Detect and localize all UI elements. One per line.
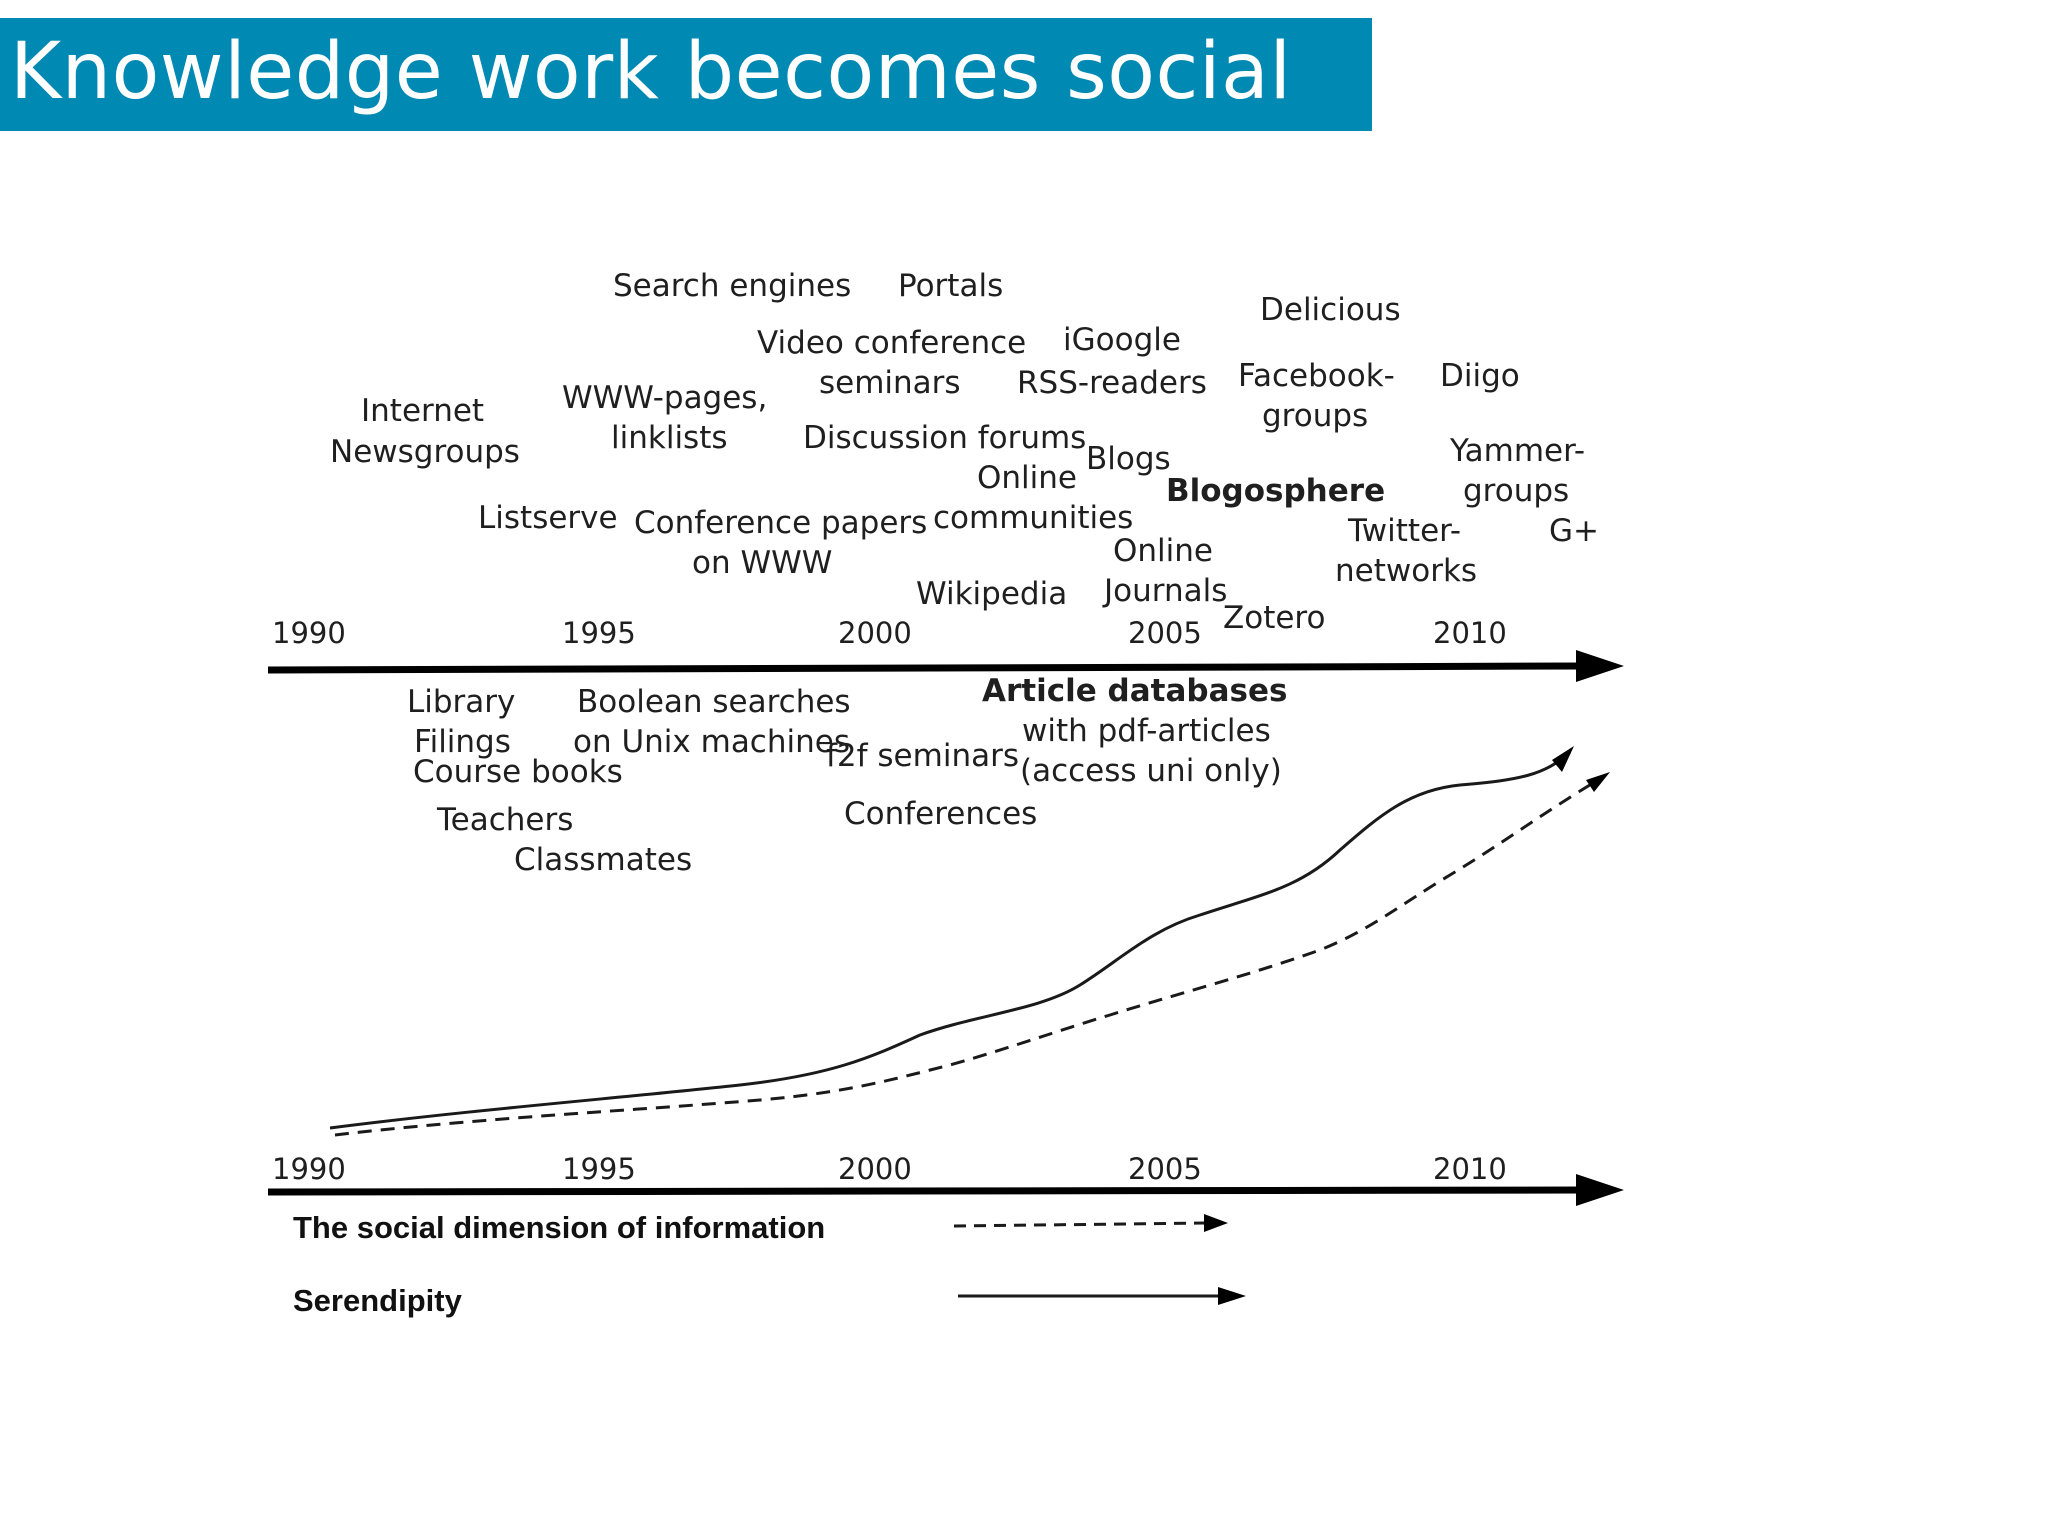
upper-timeline-arrowhead: [1576, 650, 1624, 682]
label-seminars: seminars: [819, 365, 961, 401]
label-f2f-seminars: f2f seminars: [826, 738, 1019, 774]
label-g-plus: G+: [1549, 513, 1599, 549]
label-online-communities-1: Online: [977, 460, 1077, 496]
label-rss-readers: RSS-readers: [1017, 365, 1207, 401]
label-boolean-searches-1: Boolean searches: [577, 684, 851, 720]
label-twitter-networks-2: networks: [1335, 553, 1477, 589]
label-delicious: Delicious: [1260, 292, 1401, 328]
legend-dashed-arrowhead: [1204, 1214, 1228, 1232]
label-teachers: Teachers: [436, 802, 573, 838]
lower-timeline-arrowhead: [1576, 1174, 1624, 1206]
legend-social-dimension-label: The social dimension of information: [293, 1210, 825, 1245]
title-banner: Knowledge work becomes social: [0, 18, 1372, 131]
lower-year-2010: 2010: [1433, 1152, 1507, 1186]
serendipity-curve-arrowhead: [1552, 746, 1574, 772]
upper-year-1995: 1995: [562, 616, 636, 650]
label-conference-papers-2: on WWW: [692, 545, 832, 581]
upper-year-2000: 2000: [838, 616, 912, 650]
label-online-journals-2: Journals: [1102, 573, 1227, 609]
label-igoogle: iGoogle: [1063, 322, 1181, 358]
upper-year-1990: 1990: [272, 616, 346, 650]
lower-year-1995: 1995: [562, 1152, 636, 1186]
social-dimension-curve-arrowhead: [1586, 772, 1610, 792]
label-discussion-forums: Discussion forums: [803, 420, 1086, 456]
label-library: Library: [407, 684, 515, 720]
label-conference-papers-1: Conference papers: [634, 505, 927, 541]
label-yammer-groups-1: Yammer-: [1449, 433, 1585, 469]
label-conferences: Conferences: [844, 796, 1037, 832]
label-filings: Filings: [414, 724, 511, 760]
label-diigo: Diigo: [1440, 358, 1520, 394]
label-internet: Internet: [361, 393, 484, 429]
label-video-conference: Video conference: [757, 325, 1026, 361]
legend-serendipity-label: Serendipity: [293, 1283, 463, 1318]
lower-year-1990: 1990: [272, 1152, 346, 1186]
social-dimension-curve: [334, 778, 1599, 1137]
label-online-communities-2: communities: [933, 500, 1133, 536]
upper-year-2005: 2005: [1128, 616, 1202, 650]
label-article-databases-3: (access uni only): [1020, 753, 1282, 789]
label-linklists: linklists: [611, 420, 728, 456]
label-search-engines: Search engines: [613, 268, 851, 304]
upper-timeline-axis: [267, 662, 1586, 674]
label-blogosphere: Blogosphere: [1166, 473, 1385, 509]
label-www-pages: WWW-pages,: [562, 380, 767, 416]
label-facebook-groups-1: Facebook-: [1238, 358, 1395, 394]
lower-year-2000: 2000: [838, 1152, 912, 1186]
label-boolean-searches-2: on Unix machines: [573, 724, 850, 760]
label-article-databases-2: with pdf-articles: [1022, 713, 1271, 749]
upper-year-2010: 2010: [1433, 616, 1507, 650]
label-twitter-networks-1: Twitter-: [1347, 513, 1461, 549]
legend-solid-arrowhead: [1218, 1287, 1246, 1305]
lower-timeline-axis: [267, 1186, 1586, 1196]
label-yammer-groups-2: groups: [1463, 473, 1569, 509]
label-course-books: Course books: [413, 754, 623, 790]
label-blogs: Blogs: [1086, 441, 1171, 477]
label-online-journals-1: Online: [1113, 533, 1213, 569]
label-facebook-groups-2: groups: [1262, 398, 1368, 434]
label-listserve: Listserve: [478, 500, 618, 536]
label-wikipedia: Wikipedia: [916, 576, 1067, 612]
label-newsgroups: Newsgroups: [330, 434, 520, 470]
lower-year-2005: 2005: [1128, 1152, 1202, 1186]
label-article-databases-1: Article databases: [982, 673, 1287, 709]
label-zotero: Zotero: [1223, 600, 1325, 636]
legend-dashed-line: [953, 1221, 1209, 1228]
label-portals: Portals: [898, 268, 1003, 304]
label-classmates: Classmates: [514, 842, 692, 878]
slide-title: Knowledge work becomes social: [10, 27, 1292, 117]
serendipity-curve: [329, 750, 1572, 1130]
